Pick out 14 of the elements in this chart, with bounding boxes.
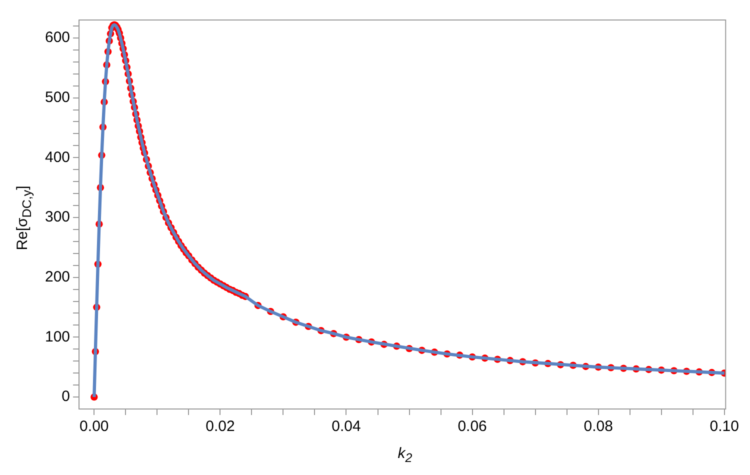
y-tick-label: 600 <box>44 29 70 46</box>
y-tick-label: 500 <box>44 88 70 106</box>
y-tick-label: 0 <box>62 388 70 406</box>
x-axis-title: k$_{2}$ <box>396 445 414 465</box>
y-tick-label: 400 <box>44 148 70 166</box>
x-tick-label: 0.06 <box>458 418 487 436</box>
x-tick-label: 0.02 <box>206 418 235 436</box>
x-tick-label: 0.04 <box>332 418 361 436</box>
y-tick-label: 200 <box>44 268 70 286</box>
x-tick-label: 0.08 <box>584 418 613 436</box>
x-tick-label: 0.10 <box>710 418 739 436</box>
x-tick-label: 0.00 <box>80 418 109 436</box>
y-tick-label: 100 <box>44 328 70 346</box>
y-tick-label: 300 <box>44 208 70 226</box>
